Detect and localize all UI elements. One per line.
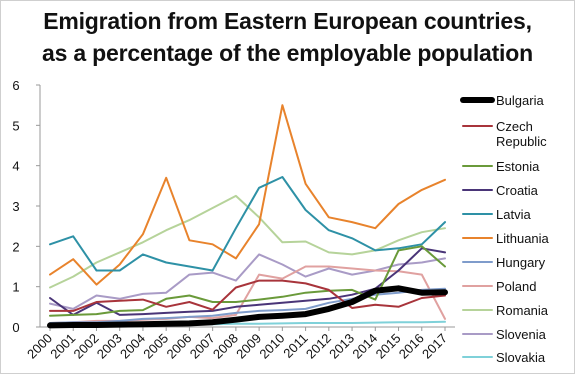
x-tick-label: 2010 [256,331,287,362]
chart-title-line-1: Emigration from Eastern European countri… [43,8,532,34]
x-tick-label: 2011 [280,331,310,361]
series-group [47,104,448,329]
x-tick-label: 2007 [187,331,218,362]
x-tick-label: 2016 [396,331,427,362]
x-tick-label: 2003 [94,331,125,362]
legend-label-slovakia: Slovakia [496,350,546,365]
y-tick-label: 4 [12,159,19,174]
legend-label-croatia: Croatia [496,183,539,198]
legend-label-latvia: Latvia [496,207,531,222]
legend-label-hungary: Hungary [496,255,546,270]
legend-label-estonia: Estonia [496,159,540,174]
series-line-hungary [49,287,446,324]
x-tick-label: 2009 [233,331,264,362]
y-tick-label: 1 [12,280,19,295]
x-tick-label: 2004 [117,331,148,362]
legend-label-romania: Romania [496,303,549,318]
legend-label-poland: Poland [496,279,536,294]
series-line-croatia [49,247,446,316]
legend-label-bulgaria: Bulgaria [496,93,544,108]
chart-title-line-2: as a percentage of the employable popula… [42,40,533,66]
x-tick-label: 2017 [419,331,450,362]
y-tick-label: 2 [12,239,19,254]
x-tick-label: 2006 [163,331,194,362]
series-line-czech-republic [49,279,446,312]
y-tick-label: 6 [12,78,19,93]
x-tick-label: 2005 [140,331,171,362]
x-tick-label: 2000 [24,331,55,362]
series-line-latvia [49,176,446,272]
y-tick-label: 5 [12,118,19,133]
x-tick-label: 2013 [326,331,357,362]
legend-label-slovenia: Slovenia [496,327,547,342]
x-tick-label: 2014 [349,331,380,362]
x-tick-label: 2015 [373,331,404,362]
x-tick-label: 2012 [303,331,334,362]
series-line-slovenia [49,253,446,310]
y-tick-label: 3 [12,199,19,214]
x-tick-label: 2002 [71,331,102,362]
x-tick-label: 2001 [47,331,78,362]
y-tick-label: 0 [12,320,19,335]
series-line-bulgaria [47,285,448,329]
series-line-lithuania [49,104,446,286]
x-tick-label: 2008 [210,331,241,362]
legend-label-czech-republic: Republic [496,134,547,149]
legend-label-lithuania: Lithuania [496,231,550,246]
legend-label-czech-republic: Czech [496,119,533,134]
